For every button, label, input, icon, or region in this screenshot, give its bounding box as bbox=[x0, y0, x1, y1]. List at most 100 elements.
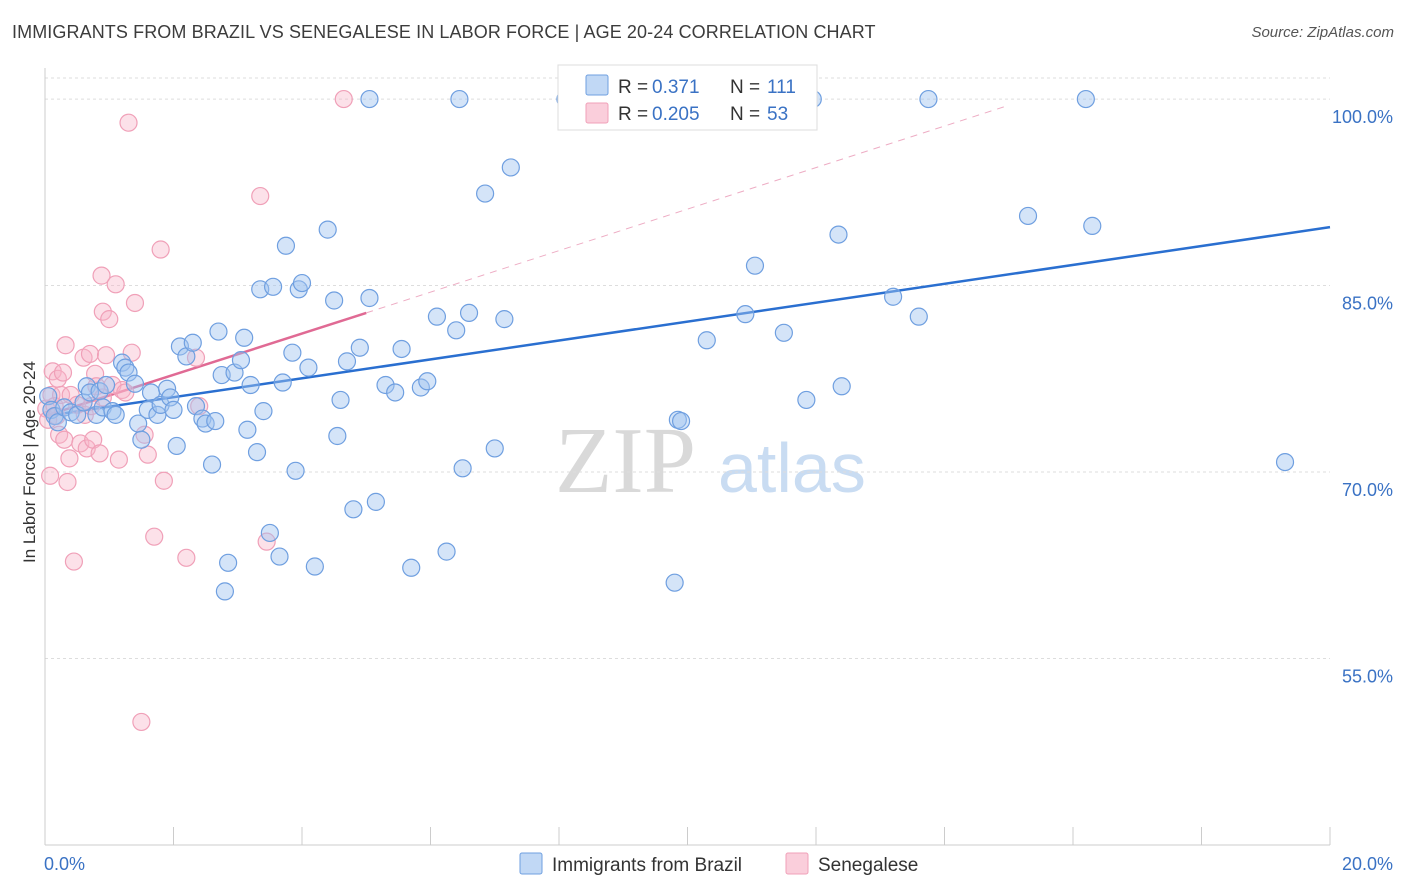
brazil-point bbox=[116, 358, 135, 377]
brazil-point bbox=[392, 339, 411, 359]
brazil-point bbox=[919, 89, 938, 109]
senegalese-point bbox=[132, 712, 151, 732]
brazil-point bbox=[376, 375, 395, 395]
brazil-point bbox=[231, 351, 251, 370]
brazil-point bbox=[386, 383, 405, 402]
brazil-point bbox=[206, 411, 225, 431]
senegalese-point bbox=[135, 425, 154, 444]
senegalese-point bbox=[251, 186, 270, 206]
senegalese-point bbox=[80, 344, 100, 364]
brazil-point bbox=[402, 558, 421, 577]
legend-n-value-senegal: 53 bbox=[767, 104, 788, 125]
brazil-point bbox=[450, 89, 469, 109]
senegalese-point bbox=[125, 293, 145, 313]
brazil-point bbox=[276, 236, 296, 255]
senegalese-point bbox=[106, 275, 125, 294]
legend-r-value-senegal: 0.205 bbox=[652, 104, 700, 125]
chart-title: IMMIGRANTS FROM BRAZIL VS SENEGALESE IN … bbox=[12, 22, 876, 42]
brazil-point bbox=[209, 322, 228, 341]
brazil-point bbox=[344, 500, 363, 519]
brazil-point bbox=[501, 158, 520, 177]
brazil-point bbox=[283, 343, 302, 362]
brazil-point bbox=[80, 383, 100, 402]
brazil-point bbox=[774, 323, 793, 342]
brazil-point bbox=[829, 225, 848, 244]
brazil-point bbox=[112, 353, 132, 372]
senegalese-point bbox=[177, 548, 196, 567]
brazil-point bbox=[241, 375, 260, 395]
brazil-point bbox=[476, 184, 495, 203]
brazil-point bbox=[260, 523, 279, 543]
y-tick-label: 70.0% bbox=[1342, 480, 1393, 500]
legend: R = 0.371 N = 111 R = 0.205 N = 53 bbox=[557, 64, 818, 131]
brazil-point bbox=[665, 573, 684, 592]
y-tick-label: 55.0% bbox=[1342, 667, 1393, 687]
brazil-point bbox=[299, 358, 318, 377]
brazil-point bbox=[183, 333, 202, 352]
senegalese-point bbox=[154, 471, 173, 490]
brazil-point bbox=[671, 411, 691, 431]
brazil-point bbox=[366, 492, 385, 511]
brazil-point bbox=[164, 400, 183, 419]
senegalese-trend-extension bbox=[366, 104, 1009, 314]
brazil-point bbox=[305, 557, 324, 576]
brazil-point bbox=[238, 420, 257, 439]
brazil-point bbox=[495, 310, 514, 329]
source-label: Source: ZipAtlas.com bbox=[1251, 24, 1394, 41]
senegalese-point bbox=[145, 527, 164, 546]
senegalese-trend-line bbox=[44, 311, 367, 418]
brazil-point bbox=[909, 307, 928, 326]
legend-n-value-brazil: 111 bbox=[767, 77, 796, 98]
brazil-point bbox=[132, 430, 151, 449]
brazil-point bbox=[437, 542, 456, 561]
senegalese-point bbox=[186, 348, 206, 367]
x-axis-ticks: 0.0% 20.0% bbox=[44, 827, 1393, 874]
brazil-point bbox=[418, 372, 437, 391]
bottom-legend-label-brazil: Immigrants from Brazil bbox=[552, 855, 742, 876]
brazil-point bbox=[797, 390, 816, 410]
brazil-point bbox=[119, 363, 138, 382]
brazil-point bbox=[328, 426, 347, 446]
brazil-point bbox=[292, 273, 312, 293]
brazil-point bbox=[331, 390, 350, 410]
senegalese-point bbox=[92, 266, 111, 285]
brazil-point bbox=[832, 377, 851, 396]
senegalese-point bbox=[90, 444, 109, 463]
brazil-point bbox=[883, 287, 903, 306]
y-tick-label: 100.0% bbox=[1332, 107, 1393, 127]
brazil-point bbox=[125, 374, 145, 393]
brazil-point bbox=[273, 373, 292, 392]
brazil-trend-line bbox=[44, 225, 1331, 418]
senegalese-point bbox=[41, 466, 60, 485]
brazil-point bbox=[254, 402, 273, 421]
brazil-points bbox=[39, 89, 1295, 601]
bottom-legend-swatch-brazil bbox=[519, 852, 543, 875]
senegalese-point bbox=[55, 430, 74, 449]
legend-swatch-brazil bbox=[585, 74, 609, 96]
senegalese-point bbox=[151, 240, 170, 259]
brazil-point bbox=[1018, 206, 1038, 226]
senegalese-point bbox=[109, 450, 128, 469]
brazil-point bbox=[453, 459, 472, 478]
senegalese-point bbox=[64, 552, 84, 571]
brazil-point bbox=[235, 328, 254, 347]
brazil-point bbox=[350, 338, 369, 357]
brazil-point bbox=[697, 331, 716, 350]
brazil-point bbox=[318, 220, 337, 239]
watermark: ZIP atlas bbox=[555, 409, 866, 513]
senegalese-point bbox=[100, 310, 119, 329]
x-tick-label: 0.0% bbox=[44, 854, 85, 874]
brazil-point bbox=[215, 582, 234, 601]
brazil-point bbox=[1083, 216, 1102, 235]
brazil-point bbox=[459, 303, 479, 323]
brazil-point bbox=[286, 461, 305, 480]
brazil-point bbox=[1275, 452, 1295, 472]
bottom-legend-label-senegal: Senegalese bbox=[818, 855, 918, 876]
brazil-point bbox=[325, 291, 344, 310]
brazil-point bbox=[270, 547, 289, 566]
brazil-point bbox=[337, 352, 357, 371]
senegalese-point bbox=[96, 346, 116, 365]
brazil-point bbox=[360, 288, 379, 308]
brazil-point bbox=[106, 405, 125, 424]
